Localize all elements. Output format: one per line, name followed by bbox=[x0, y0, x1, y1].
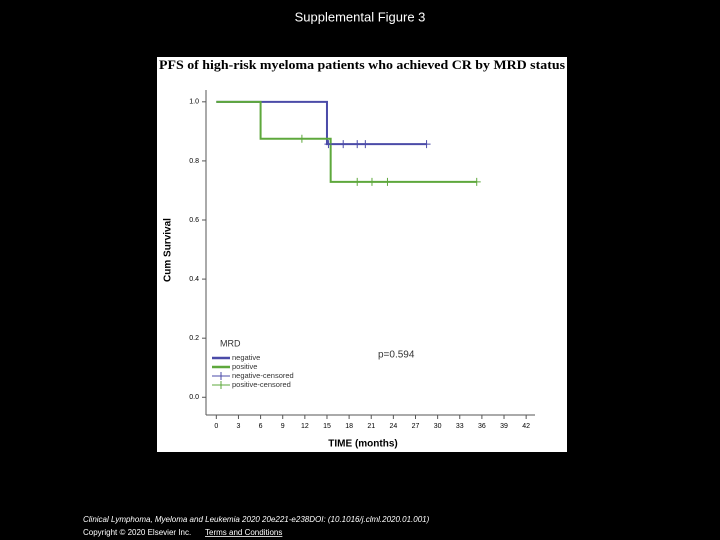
copyright: Copyright © 2020 Elsevier Inc. bbox=[83, 528, 191, 537]
x-tick-label: 15 bbox=[323, 423, 331, 430]
censor-mark bbox=[297, 134, 306, 143]
y-tick-label: 0.8 bbox=[189, 158, 199, 165]
x-tick-label: 21 bbox=[367, 423, 375, 430]
terms-link[interactable]: Terms and Conditions bbox=[205, 528, 282, 537]
x-tick-label: 39 bbox=[500, 423, 508, 430]
legend-label: positive-censored bbox=[232, 380, 291, 389]
legend-title: MRD bbox=[220, 338, 241, 348]
censor-mark bbox=[472, 177, 481, 186]
legend-label: positive bbox=[232, 362, 257, 371]
y-tick-label: 1.0 bbox=[189, 99, 199, 106]
x-tick-label: 3 bbox=[237, 423, 241, 430]
x-tick-label: 12 bbox=[301, 423, 309, 430]
y-tick-label: 0.4 bbox=[189, 276, 199, 283]
censor-mark bbox=[367, 177, 376, 186]
legend-label: negative-censored bbox=[232, 371, 294, 380]
x-axis-label: TIME (months) bbox=[328, 439, 397, 450]
x-tick-label: 33 bbox=[456, 423, 464, 430]
censor-mark bbox=[339, 140, 348, 149]
survival-line bbox=[216, 100, 427, 146]
censor-mark bbox=[353, 177, 362, 186]
x-tick-label: 9 bbox=[281, 423, 285, 430]
citation: Clinical Lymphoma, Myeloma and Leukemia … bbox=[83, 515, 430, 524]
legend-swatch-mark bbox=[217, 381, 225, 389]
y-axis-label: Cum Survival bbox=[163, 218, 174, 282]
x-tick-label: 27 bbox=[412, 423, 420, 430]
y-tick-label: 0.0 bbox=[189, 394, 199, 401]
annotation: p=0.594 bbox=[378, 350, 415, 361]
chart-background bbox=[157, 57, 567, 452]
legend-swatch-mark bbox=[217, 372, 225, 380]
x-tick-label: 36 bbox=[478, 423, 486, 430]
chart-title: PFS of high-risk myeloma patients who ac… bbox=[159, 58, 565, 72]
y-tick-label: 0.2 bbox=[189, 335, 199, 342]
legend-label: negative bbox=[232, 353, 260, 362]
censor-mark bbox=[353, 140, 362, 149]
slide-title: Supplemental Figure 3 bbox=[295, 9, 426, 24]
x-tick-label: 0 bbox=[214, 423, 218, 430]
y-tick-label: 0.6 bbox=[189, 217, 199, 224]
censor-mark bbox=[383, 177, 392, 186]
x-tick-label: 42 bbox=[522, 423, 530, 430]
x-tick-label: 24 bbox=[389, 423, 397, 430]
censor-mark bbox=[422, 140, 431, 149]
x-tick-label: 6 bbox=[259, 423, 263, 430]
x-tick-label: 30 bbox=[434, 423, 442, 430]
x-tick-label: 18 bbox=[345, 423, 353, 430]
censor-mark bbox=[361, 140, 370, 149]
censor-mark bbox=[324, 140, 333, 149]
